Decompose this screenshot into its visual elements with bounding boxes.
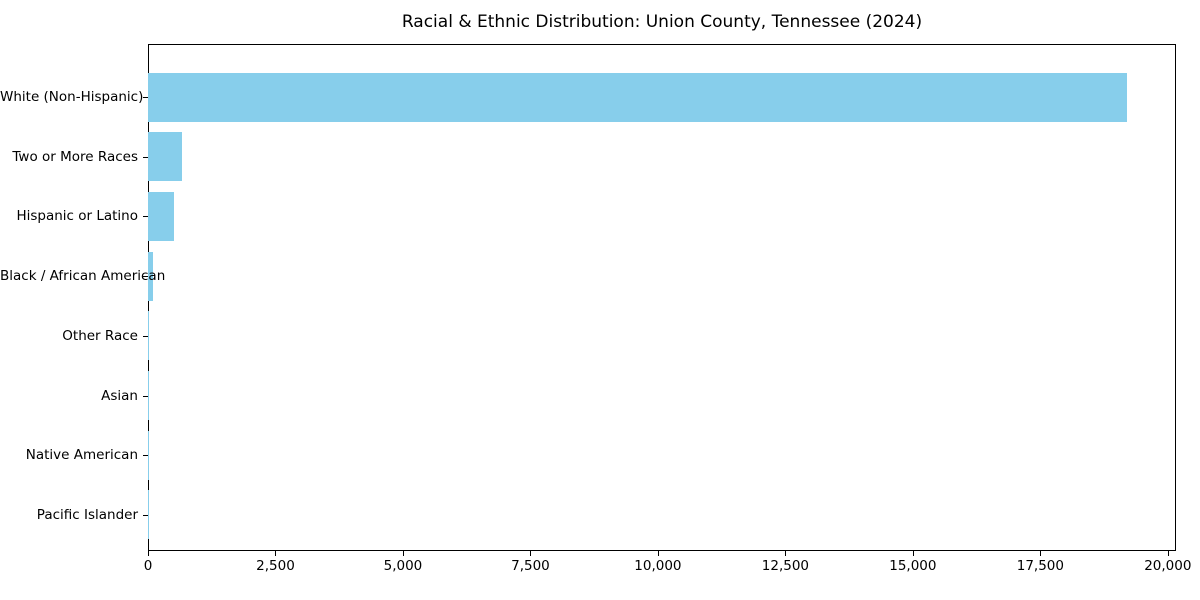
x-tick-mark bbox=[275, 551, 277, 556]
x-tick-mark bbox=[657, 551, 659, 556]
chart-title: Racial & Ethnic Distribution: Union Coun… bbox=[401, 12, 923, 32]
x-tick-mark bbox=[530, 551, 532, 556]
bar-hispanic-or-latino bbox=[148, 191, 175, 241]
bar-other-race bbox=[148, 311, 150, 361]
x-tick-mark bbox=[1167, 551, 1169, 556]
x-tick-label: 20,000 bbox=[1144, 558, 1192, 574]
y-tick-label: Two or More Races bbox=[12, 148, 138, 165]
x-tick-label: 0 bbox=[143, 558, 153, 574]
x-tick-label: 12,500 bbox=[761, 558, 810, 574]
x-tick-mark bbox=[785, 551, 787, 556]
y-tick-label: Black / African American bbox=[0, 268, 166, 285]
x-tick-mark bbox=[1040, 551, 1042, 556]
x-tick-label: 10,000 bbox=[634, 558, 682, 574]
x-tick-label: 5,000 bbox=[383, 558, 423, 574]
x-tick-mark bbox=[402, 551, 404, 556]
y-tick-mark bbox=[143, 276, 148, 278]
y-tick-mark bbox=[143, 216, 148, 218]
y-tick-mark bbox=[143, 455, 148, 457]
x-tick-label: 17,500 bbox=[1016, 558, 1064, 574]
y-tick-label: Hispanic or Latino bbox=[16, 208, 138, 225]
y-tick-label: White (Non-Hispanic) bbox=[0, 89, 144, 105]
plot-area bbox=[148, 44, 1176, 551]
y-tick-mark bbox=[143, 156, 148, 158]
x-tick-label: 7,500 bbox=[511, 558, 550, 574]
x-tick-mark bbox=[912, 551, 914, 556]
x-tick-mark bbox=[148, 551, 149, 556]
bar-white-non-hispanic bbox=[148, 72, 1128, 122]
y-tick-mark bbox=[143, 395, 148, 397]
y-tick-mark bbox=[143, 97, 148, 98]
y-tick-label: Asian bbox=[101, 387, 138, 404]
bar-native-american bbox=[148, 430, 149, 480]
bar-black-african-american bbox=[148, 251, 154, 301]
y-tick-label: Native American bbox=[25, 447, 138, 464]
bar-two-or-more-races bbox=[148, 132, 182, 182]
x-tick-label: 2,500 bbox=[256, 558, 295, 574]
y-tick-mark bbox=[143, 335, 148, 337]
y-tick-mark bbox=[143, 514, 148, 516]
y-tick-label: Pacific Islander bbox=[36, 506, 138, 523]
bar-asian bbox=[148, 371, 149, 421]
y-tick-label: Other Race bbox=[62, 327, 138, 344]
x-tick-label: 15,000 bbox=[889, 558, 937, 574]
